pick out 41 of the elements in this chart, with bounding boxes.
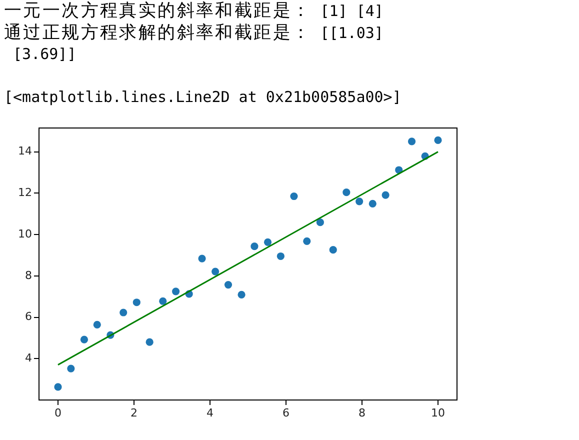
y-tick-label: 14 — [18, 144, 32, 158]
y-tick-label: 6 — [25, 310, 32, 324]
point — [212, 268, 220, 276]
point — [342, 188, 350, 196]
point — [146, 338, 154, 346]
x-tick-label: 10 — [431, 406, 445, 420]
x-tick-label: 4 — [206, 406, 214, 420]
point — [54, 383, 62, 391]
point — [120, 308, 128, 316]
y-tick-label: 10 — [18, 227, 32, 240]
y-tick-label: 12 — [18, 186, 32, 200]
point — [303, 237, 311, 245]
point — [329, 246, 337, 254]
point — [264, 238, 272, 246]
point — [172, 288, 180, 296]
point — [80, 336, 88, 344]
text: 通过正规方程求解的斜率和截距是： [[1.03] [3.69]] — [4, 22, 384, 63]
y-tick-label: 4 — [25, 351, 32, 364]
point — [276, 252, 284, 260]
point — [132, 298, 140, 306]
point — [198, 254, 206, 262]
point — [368, 200, 376, 208]
text: [<matplotlib.lines.Line2D at 0x21b00585a00>] — [4, 87, 402, 108]
point — [434, 136, 442, 144]
point — [316, 218, 324, 226]
text: 一元一次方程真实的斜率和截距是： [1] [4] — [4, 1, 384, 22]
point — [67, 364, 75, 372]
point — [290, 192, 298, 200]
x-tick-label: 0 — [54, 406, 62, 420]
x-tick-label: 2 — [130, 406, 138, 420]
x-tick-label: 8 — [358, 406, 366, 420]
point — [224, 280, 232, 289]
point — [382, 191, 390, 199]
point — [238, 290, 246, 299]
point — [356, 198, 364, 206]
point — [408, 138, 416, 146]
point — [93, 320, 101, 329]
y-tick-label: 8 — [25, 268, 32, 282]
point — [159, 297, 167, 305]
point — [250, 242, 258, 250]
x-tick-label: 6 — [282, 406, 290, 420]
